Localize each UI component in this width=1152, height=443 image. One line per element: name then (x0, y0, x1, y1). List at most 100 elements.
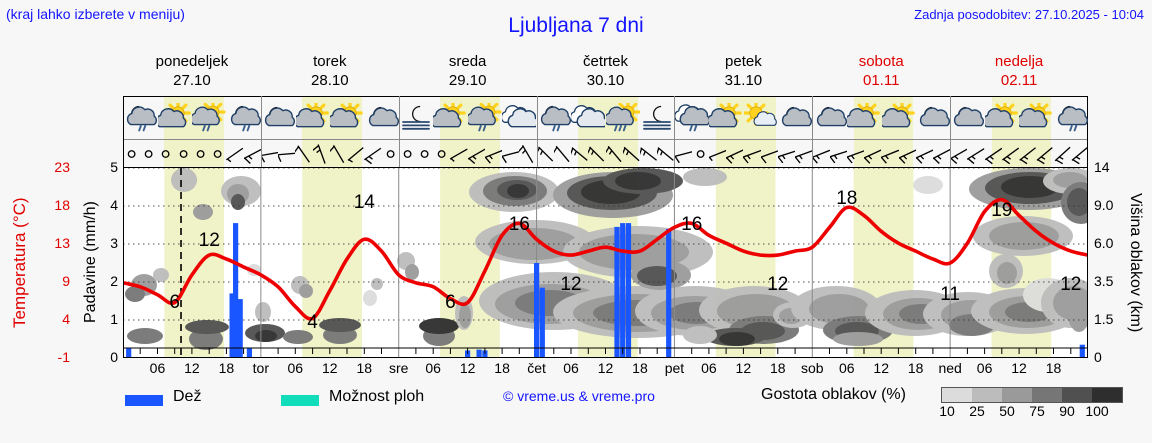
temp-annotation: 11 (940, 284, 960, 305)
wind-barb (1019, 140, 1037, 167)
temperature-curve (123, 197, 1088, 321)
day-name: sreda (448, 53, 487, 70)
weather-icon-night-cloud-drizzle (123, 96, 158, 139)
day-date: 31.10 (724, 72, 763, 89)
day-separator (950, 140, 952, 167)
day-date: 02.11 (1000, 72, 1038, 89)
wind-barb (708, 140, 727, 167)
day-header-0: ponedeljek 27.10 (123, 52, 261, 92)
day-separator (398, 96, 400, 139)
weather-icon-cloud-drizzle (674, 96, 709, 139)
x-tick-label: 18 (1045, 360, 1062, 376)
wind-barb (726, 140, 744, 167)
weather-icon-night-fog (640, 96, 674, 139)
day-separator (398, 140, 400, 167)
wind-barb (881, 140, 899, 167)
x-tick-label: sre (388, 360, 409, 376)
day-name: sobota (858, 53, 904, 70)
cloud-density-tick-0: 10 (939, 403, 955, 419)
x-tick-label: 12 (321, 360, 338, 376)
rain-legend-label: Dež (173, 388, 202, 405)
copyright-link[interactable]: © vreme.us & vreme.pro (503, 388, 655, 404)
x-axis-labels: 06 12 18 tor 06 12 18 sre 06 12 18 čet 06 12 18 pet 06 12… (123, 360, 1088, 378)
weather-icon-night-cloud (916, 96, 951, 139)
weather-icon-sun-cloud (881, 96, 915, 139)
day-date: 27.10 (173, 72, 211, 89)
wind-barb (140, 140, 157, 167)
wind-barb (416, 140, 433, 167)
x-tick-label: 06 (976, 360, 993, 376)
weather-icon-night-cloud (778, 96, 813, 139)
wind-barb (1071, 140, 1088, 167)
weather-icon-sun-cloud (984, 96, 1019, 139)
precipitation-tick-1: 4 (110, 197, 118, 213)
temp-annotation: 16 (681, 214, 702, 235)
x-tick-label: 18 (494, 360, 510, 376)
wind-barb (123, 140, 140, 167)
temp-annotation: 18 (836, 188, 857, 209)
x-tick-label: 12 (873, 360, 889, 376)
temp-annotation: 12 (1060, 274, 1081, 295)
precipitation-tick-4: 1 (110, 311, 118, 327)
temp-annotation: 12 (199, 230, 220, 251)
weather-icon-cloud-overcast (502, 96, 537, 139)
daylight-band (302, 140, 362, 167)
precipitation-tick-5: 0 (110, 349, 118, 365)
cloud-height-tick-5: 0 (1094, 349, 1102, 365)
weather-icon-night-cloud-drizzle (537, 96, 571, 139)
wind-barb (484, 140, 503, 167)
wind-barb (536, 140, 554, 167)
wind-barb (588, 140, 605, 167)
x-tick-label: 12 (1011, 360, 1027, 376)
cloud-density-swatch-5 (1092, 388, 1122, 402)
wind-barb (157, 140, 174, 167)
weather-icon-night-cloud (261, 96, 296, 139)
cloud-density-tick-labels: 10 25 50 75 90 100 (935, 403, 1135, 421)
weather-icon-cloud-overcast (571, 96, 606, 139)
day-separator (536, 140, 538, 167)
wind-barb (933, 140, 951, 167)
x-tick-label: 12 (184, 360, 200, 376)
x-tick-label: 12 (735, 360, 752, 376)
day-header-3: četrtek 30.10 (537, 52, 675, 92)
wind-barb (209, 140, 226, 167)
wind-barb (467, 140, 485, 167)
weather-icon-night-cloud (950, 96, 985, 139)
x-tick-label: 18 (218, 360, 235, 376)
day-name: torek (313, 53, 347, 70)
temperature-tick-0: 23 (54, 159, 70, 175)
x-tick-label: 06 (425, 360, 441, 376)
wind-barb (657, 140, 674, 167)
day-separator (674, 140, 676, 167)
wind-barb (278, 140, 296, 167)
x-tick-label: 18 (632, 360, 648, 376)
cloud-density-legend-title: Gostota oblakov (%) (761, 386, 906, 403)
day-header-2: sreda 29.10 (399, 52, 537, 92)
x-tick-label: 06 (287, 360, 304, 376)
x-tick-label: 06 (838, 360, 855, 376)
temperature-axis-title: Temperatura (°C) (10, 197, 29, 328)
x-tick-label: tor (252, 360, 270, 376)
wind-barb (829, 140, 847, 167)
wind-barb (915, 140, 934, 167)
wind-barb-row (123, 140, 1088, 168)
cloud-density-swatch-0 (942, 388, 972, 402)
x-tick-label: 06 (701, 360, 717, 376)
day-name: petek (725, 53, 762, 70)
rain-legend-swatch (125, 395, 163, 406)
wind-barb (364, 140, 382, 167)
day-date: 28.10 (311, 72, 349, 89)
cloud-density-tick-5: 100 (1085, 403, 1109, 419)
temp-annotation: 4 (307, 312, 318, 333)
weather-icon-sun-cloud (1019, 96, 1053, 139)
temp-annotation: 6 (445, 292, 456, 313)
weather-icon-night-cloud-drizzle (226, 96, 261, 139)
wind-barb (175, 140, 192, 167)
weather-icon-sun-cloud (330, 96, 364, 139)
wind-barb (450, 140, 468, 167)
x-tick-label: pet (664, 360, 685, 376)
cloud-density-tick-4: 90 (1059, 403, 1075, 419)
x-tick-label: 06 (149, 360, 166, 376)
temp-annotation: 19 (991, 200, 1012, 221)
precipitation-bars (126, 223, 1085, 358)
